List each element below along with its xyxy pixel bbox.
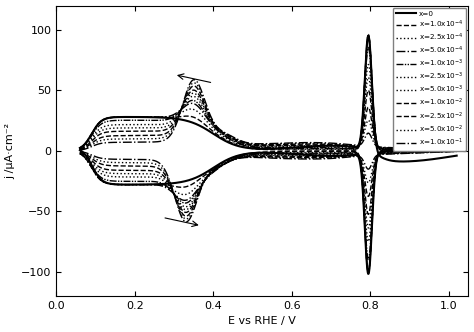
Y-axis label: j /μA·cm⁻²: j /μA·cm⁻² (6, 123, 16, 179)
Legend: x=0, x=1.0x10$^{-4}$, x=2.5x10$^{-4}$, x=5.0x10$^{-4}$, x=1.0x10$^{-3}$, x=2.5x1: x=0, x=1.0x10$^{-4}$, x=2.5x10$^{-4}$, x… (393, 8, 466, 151)
X-axis label: E vs RHE / V: E vs RHE / V (228, 316, 296, 326)
